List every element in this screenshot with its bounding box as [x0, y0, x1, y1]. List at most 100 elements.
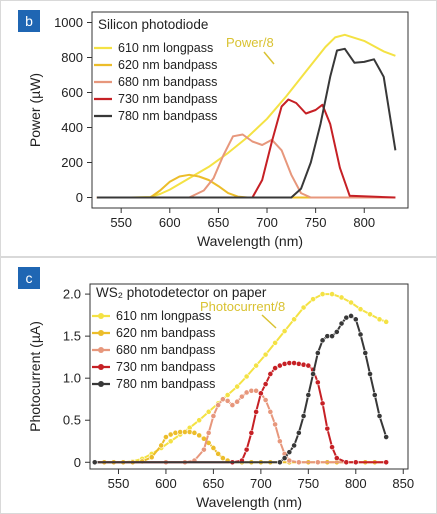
data-point-610-nm-longpass: [272, 339, 279, 346]
x-tick-label: 850: [392, 476, 414, 491]
data-point-780-nm-bandpass: [338, 320, 345, 327]
data-point-780-nm-bandpass: [295, 429, 302, 436]
data-point-780-nm-bandpass: [348, 313, 354, 319]
data-point-680-nm-bandpass: [229, 402, 236, 408]
legend-label-680-nm-bandpass: 680 nm bandpass: [118, 75, 217, 89]
silicon-photodiode-chart: 550 600 650 700 750 800 0 200 400 600 800 1000 Wavel…: [27, 11, 409, 249]
data-point-680-nm-bandpass: [314, 459, 321, 466]
y-tick-label: 1.0: [63, 371, 81, 386]
series-group: [91, 291, 390, 466]
data-point-780-nm-bandpass: [383, 434, 390, 440]
data-point-730-nm-bandpass: [262, 381, 269, 387]
data-point-730-nm-bandpass: [286, 360, 293, 366]
legend-label-730-nm-bandpass: 730 nm bandpass: [118, 92, 217, 106]
x-tick-label: 550: [110, 215, 132, 230]
legend-label-610-nm-longpass: 610 nm longpass: [118, 41, 213, 55]
data-point-680-nm-bandpass: [215, 402, 222, 408]
chart-title: WS₂ photodetector on paper: [96, 285, 267, 300]
y-tick-label: 0.5: [63, 413, 81, 428]
y-tick-label: 0: [76, 190, 83, 205]
data-point-610-nm-longpass: [319, 291, 326, 297]
data-point-780-nm-bandpass: [286, 449, 293, 456]
x-tick-label: 750: [297, 476, 319, 491]
series-line-780-nm-bandpass: [96, 47, 397, 199]
data-point-730-nm-bandpass: [383, 459, 390, 466]
legend-label-610-nm-longpass: 610 nm longpass: [116, 309, 211, 323]
data-point-780-nm-bandpass: [333, 329, 340, 335]
data-point-680-nm-bandpass: [219, 396, 226, 403]
data-point-680-nm-bandpass: [224, 397, 231, 404]
data-point-610-nm-longpass: [329, 291, 335, 297]
series-line-680-nm-bandpass: [94, 389, 387, 464]
data-point-620-nm-bandpass: [215, 450, 222, 457]
data-point-730-nm-bandpass: [291, 360, 297, 366]
y-tick-label: 600: [61, 85, 83, 100]
data-point-610-nm-longpass: [281, 328, 288, 334]
data-point-610-nm-longpass: [357, 306, 364, 313]
y-tick-label: 2.0: [63, 287, 81, 302]
x-tick-label: 800: [353, 215, 375, 230]
x-tick-label: 650: [208, 215, 230, 230]
series-line-620-nm-bandpass: [96, 173, 396, 199]
x-tick-label: 550: [108, 476, 130, 491]
ws2-photodetector-chart: 550 600 650 700 750 800 850 0 0.5 1.0 1.5 2.0 Wavele…: [27, 283, 414, 510]
series-line-730-nm-bandpass: [96, 98, 396, 199]
x-tick-label: 750: [305, 215, 327, 230]
data-point-730-nm-bandpass: [324, 425, 331, 432]
data-point-780-nm-bandpass: [329, 333, 335, 340]
x-tick-label: 600: [159, 215, 181, 230]
data-point-620-nm-bandpass: [163, 434, 169, 440]
data-point-680-nm-bandpass: [276, 438, 283, 445]
data-point-680-nm-bandpass: [295, 459, 302, 466]
data-point-780-nm-bandpass: [362, 350, 369, 356]
legend-label-620-nm-bandpass: 620 nm bandpass: [116, 326, 215, 340]
data-point-780-nm-bandpass: [291, 442, 297, 449]
data-point-780-nm-bandpass: [352, 316, 359, 323]
y-tick-label: 800: [61, 50, 83, 65]
data-point-680-nm-bandpass: [238, 393, 245, 400]
data-point-780-nm-bandpass: [367, 371, 373, 377]
data-point-680-nm-bandpass: [286, 457, 293, 464]
legend-label-730-nm-bandpass: 730 nm bandpass: [116, 360, 215, 374]
panel-b: b 550 600 650 700 750 800 0 200 400 600 800 1000 Wav…: [0, 0, 437, 257]
series-line-680-nm-bandpass: [96, 133, 396, 199]
y-tick-label: 400: [61, 120, 83, 135]
data-point-730-nm-bandpass: [276, 362, 283, 369]
data-point-730-nm-bandpass: [281, 360, 288, 367]
panel-frame: [0, 0, 437, 257]
legend-label-780-nm-bandpass: 780 nm bandpass: [116, 377, 215, 391]
legend-marker-780-nm-bandpass: [98, 381, 104, 387]
data-point-610-nm-longpass: [224, 392, 231, 398]
data-point-610-nm-longpass: [196, 417, 203, 424]
panel-frame: [0, 257, 437, 514]
data-point-730-nm-bandpass: [314, 379, 321, 386]
data-point-730-nm-bandpass: [352, 459, 359, 466]
data-point-730-nm-bandpass: [248, 429, 255, 436]
data-point-730-nm-bandpass: [295, 360, 302, 367]
y-tick-label: 1000: [54, 15, 83, 30]
annotation-arrow: [263, 51, 275, 65]
panel-b-badge: b: [18, 10, 40, 32]
series-line-610-nm-longpass: [96, 33, 396, 199]
data-point-610-nm-longpass: [348, 299, 354, 306]
data-point-680-nm-bandpass: [272, 421, 279, 428]
data-point-730-nm-bandpass: [267, 371, 274, 377]
data-point-780-nm-bandpass: [343, 314, 350, 321]
data-point-610-nm-longpass: [234, 383, 241, 390]
y-axis-label: Photocurrent (µA): [27, 321, 43, 432]
data-point-620-nm-bandpass: [186, 429, 193, 435]
data-point-780-nm-bandpass: [371, 392, 378, 398]
data-point-730-nm-bandpass: [272, 365, 279, 371]
data-point-680-nm-bandpass: [262, 397, 269, 403]
data-point-730-nm-bandpass: [333, 455, 340, 461]
data-point-680-nm-bandpass: [210, 413, 217, 419]
data-point-610-nm-longpass: [383, 318, 390, 325]
x-axis-label: Wavelength (nm): [197, 233, 303, 249]
data-point-680-nm-bandpass: [267, 408, 274, 415]
panel-c-badge: c: [18, 267, 40, 289]
data-point-620-nm-bandpass: [196, 432, 203, 439]
y-tick-label: 0: [74, 455, 81, 470]
data-point-780-nm-bandpass: [276, 459, 283, 466]
scale-annotation: Photocurrent/8: [200, 299, 285, 314]
